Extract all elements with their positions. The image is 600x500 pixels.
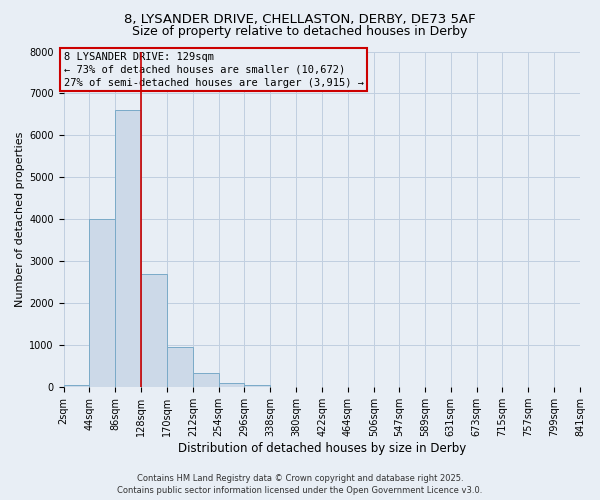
Bar — [244, 385, 271, 387]
Bar — [218, 383, 244, 387]
Text: 8, LYSANDER DRIVE, CHELLASTON, DERBY, DE73 5AF: 8, LYSANDER DRIVE, CHELLASTON, DERBY, DE… — [124, 12, 476, 26]
Bar — [167, 348, 193, 387]
Text: Contains HM Land Registry data © Crown copyright and database right 2025.
Contai: Contains HM Land Registry data © Crown c… — [118, 474, 482, 495]
Y-axis label: Number of detached properties: Number of detached properties — [15, 132, 25, 307]
Bar — [64, 385, 89, 387]
Bar — [115, 110, 141, 387]
Text: Size of property relative to detached houses in Derby: Size of property relative to detached ho… — [133, 25, 467, 38]
X-axis label: Distribution of detached houses by size in Derby: Distribution of detached houses by size … — [178, 442, 466, 455]
Bar — [141, 274, 167, 387]
Text: 8 LYSANDER DRIVE: 129sqm
← 73% of detached houses are smaller (10,672)
27% of se: 8 LYSANDER DRIVE: 129sqm ← 73% of detach… — [64, 52, 364, 88]
Bar — [193, 372, 218, 387]
Bar — [89, 220, 115, 387]
